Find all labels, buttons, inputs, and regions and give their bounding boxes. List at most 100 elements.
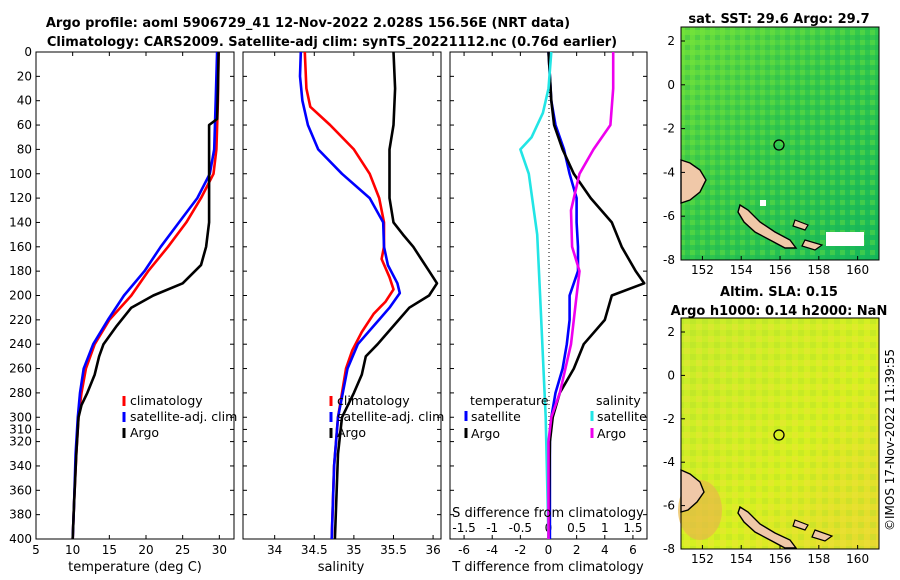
depth-tick-label: 360 — [9, 483, 32, 497]
sst-field-texture — [681, 27, 879, 260]
depth-tick-label: 200 — [9, 289, 32, 303]
depth-tick-label: 20 — [17, 69, 32, 83]
map-x-tick-label: 160 — [846, 552, 869, 566]
temperature-x-axis: 5 10 15 20 25 30 — [32, 52, 227, 557]
map-x-tick-label: 152 — [691, 552, 714, 566]
legend-temperature-title: temperature — [470, 393, 549, 408]
map-y-tick-label: 2 — [667, 34, 675, 48]
temperature-legend: climatology satellite-adj. clim Argo — [122, 393, 237, 440]
sla-coast-bougainville — [737, 505, 798, 549]
series-line-satellite-adj-clim — [71, 51, 219, 540]
map-y-tick-label: -6 — [663, 499, 675, 513]
legend-satellite-label: satellite-adj. clim — [130, 409, 237, 424]
sla-coast-island — [792, 519, 809, 531]
map-x-tick-label: 156 — [769, 263, 792, 277]
x-tick-label: 30 — [212, 543, 227, 557]
legend-climatology-label: climatology — [130, 393, 203, 408]
sla-coast-new-ireland — [680, 468, 705, 513]
difference-x-axis: -6 -4 -2 0 2 4 6 — [458, 52, 637, 557]
map-x-tick-label: 152 — [691, 263, 714, 277]
series-line-salinity-argo — [547, 52, 615, 539]
x-tick-label: -6 — [458, 543, 470, 557]
map-x-tick-label: 156 — [769, 552, 792, 566]
series-line-climatology — [71, 51, 220, 540]
legend-temp-satellite-label: satellite — [471, 409, 521, 424]
depth-tick-label: 220 — [9, 313, 32, 327]
depth-tick-label: 80 — [17, 142, 32, 156]
sla-map: Altim. SLA: 0.15 Argo h1000: 0.14 h2000:… — [663, 285, 887, 566]
sst-coast-island — [792, 219, 809, 231]
difference-panel: -6 -4 -2 0 2 4 6 -1.5 -1 -0.5 0 0.5 1 1.5 T differen… — [449, 51, 648, 575]
depth-tick-label: 180 — [9, 264, 32, 278]
series-line-climatology — [303, 51, 395, 540]
depth-tick-label: 300 — [9, 410, 32, 424]
temperature-series — [71, 51, 220, 540]
depth-tick-label: 120 — [9, 191, 32, 205]
x-tick-label: 4 — [601, 543, 609, 557]
title-line-1: Argo profile: aoml 5906729_41 12-Nov-202… — [46, 16, 570, 31]
depth-tick-label: 380 — [9, 508, 32, 522]
s-diff-tick-label: 1 — [601, 521, 609, 535]
x-tick-label: 5 — [32, 543, 40, 557]
series-line-satellite-adj-clim — [298, 51, 402, 540]
s-diff-tick-label: 1.5 — [623, 521, 642, 535]
depth-tick-label: 340 — [9, 459, 32, 473]
sla-map-axes: 152 154 156 158 160 2 0 -2 -4 -6 -8 — [663, 325, 869, 566]
imos-credit: ©IMOS 17-Nov-2022 11:39:55 — [883, 349, 897, 531]
sla-argo-location-marker — [773, 429, 785, 441]
series-line-temperature-argo — [547, 51, 646, 540]
map-y-tick-label: -4 — [663, 165, 675, 179]
x-tick-label: -2 — [514, 543, 526, 557]
x-tick-label: 36 — [425, 543, 440, 557]
salinity-series — [298, 51, 439, 540]
legend-temp-argo-label: Argo — [471, 426, 500, 441]
difference-legend: temperature satellite Argo salinity sate… — [464, 393, 647, 441]
sst-missing-data — [826, 232, 864, 246]
x-tick-label: 0 — [545, 543, 553, 557]
x-tick-label: 20 — [138, 543, 153, 557]
s-diff-tick-label: -1 — [486, 521, 498, 535]
sst-map: sat. SST: 29.6 Argo: 29.7 152 154 156 158 16… — [663, 12, 880, 277]
depth-tick-label: 0 — [24, 45, 32, 59]
x-tick-label: 34 — [267, 543, 282, 557]
legend-sal-argo-label: Argo — [597, 426, 626, 441]
s-diff-tick-label: -1.5 — [452, 521, 475, 535]
series-line-argo — [71, 51, 220, 540]
sst-map-title: sat. SST: 29.6 Argo: 29.7 — [688, 12, 869, 27]
depth-tick-label: 160 — [9, 240, 32, 254]
x-tick-label: 2 — [573, 543, 581, 557]
sst-coast-island — [801, 239, 824, 251]
map-y-tick-label: -2 — [663, 122, 675, 136]
depth-tick-label: 100 — [9, 167, 32, 181]
map-y-tick-label: -8 — [663, 542, 675, 556]
map-x-tick-label: 158 — [807, 552, 830, 566]
sst-missing-data — [760, 200, 766, 206]
map-x-tick-label: 154 — [730, 263, 753, 277]
depth-tick-label: 280 — [9, 386, 32, 400]
depth-tick-label: 40 — [17, 94, 32, 108]
temperature-xlabel: temperature (deg C) — [68, 560, 202, 575]
s-diff-tick-label: -0.5 — [509, 521, 532, 535]
title-line-2: Climatology: CARS2009. Satellite-adj cli… — [47, 35, 617, 50]
map-x-tick-label: 158 — [807, 263, 830, 277]
map-x-tick-label: 154 — [730, 552, 753, 566]
map-y-tick-label: -4 — [663, 455, 675, 469]
legend-satellite-label: satellite-adj. clim — [337, 409, 444, 424]
map-y-tick-label: -2 — [663, 412, 675, 426]
sst-map-axes: 152 154 156 158 160 2 0 -2 -4 -6 -8 — [663, 34, 869, 277]
legend-salinity-title: salinity — [596, 393, 641, 408]
depth-tick-label: 310 — [9, 422, 32, 436]
sla-map-title-2: Argo h1000: 0.14 h2000: NaN — [671, 304, 888, 319]
x-tick-label: 6 — [629, 543, 637, 557]
difference-y-ticks — [450, 51, 647, 540]
x-tick-label: 15 — [102, 543, 117, 557]
x-tick-label: 35.5 — [380, 543, 407, 557]
map-y-tick-label: 0 — [667, 368, 675, 382]
legend-argo-label: Argo — [337, 425, 366, 440]
sst-coast-bougainville — [737, 203, 798, 249]
s-diff-tick-label: 0.5 — [567, 521, 586, 535]
depth-tick-label: 140 — [9, 215, 32, 229]
sla-map-title-1: Altim. SLA: 0.15 — [720, 285, 838, 300]
legend-sal-satellite-label: satellite — [597, 409, 647, 424]
